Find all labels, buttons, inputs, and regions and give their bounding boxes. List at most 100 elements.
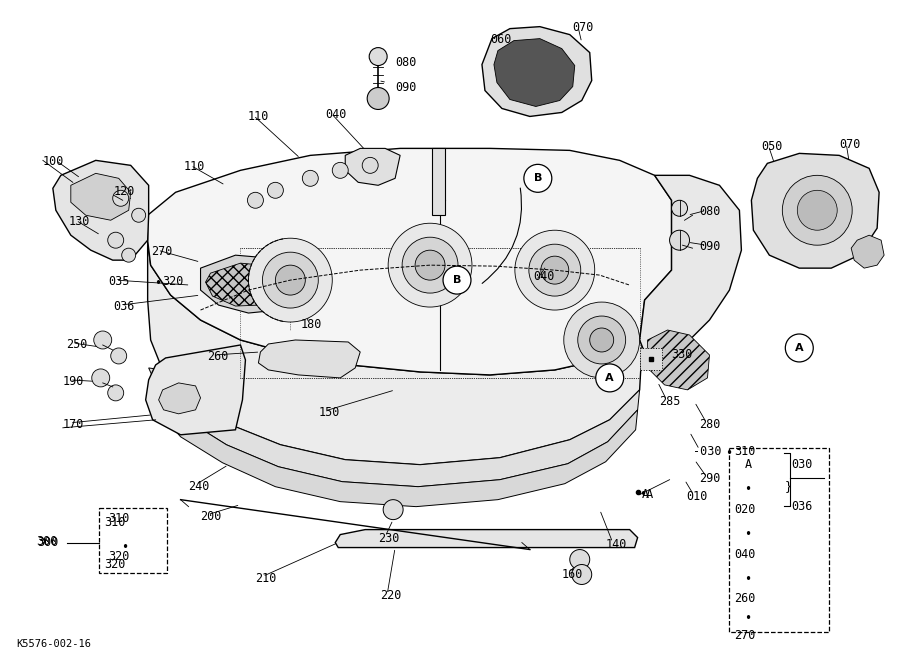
Circle shape xyxy=(110,348,127,364)
Text: 050: 050 xyxy=(761,140,783,153)
Text: 190: 190 xyxy=(62,375,85,388)
Text: 300: 300 xyxy=(36,534,57,548)
Bar xyxy=(241,248,640,378)
Text: •: • xyxy=(744,572,752,586)
Circle shape xyxy=(121,248,136,262)
Circle shape xyxy=(131,208,145,222)
Text: 320: 320 xyxy=(104,558,125,570)
Polygon shape xyxy=(346,148,400,185)
Circle shape xyxy=(563,302,640,378)
Polygon shape xyxy=(206,263,278,306)
Text: 080: 080 xyxy=(699,205,720,218)
Text: A: A xyxy=(744,458,752,471)
Text: 160: 160 xyxy=(562,568,584,580)
Circle shape xyxy=(572,564,592,584)
Text: 110: 110 xyxy=(184,160,205,173)
Circle shape xyxy=(108,232,124,248)
Bar xyxy=(98,508,166,572)
Circle shape xyxy=(333,162,348,178)
Text: 040: 040 xyxy=(325,109,346,121)
Text: •: • xyxy=(744,483,752,496)
Circle shape xyxy=(368,87,389,109)
Text: 070: 070 xyxy=(839,139,860,151)
Circle shape xyxy=(798,190,837,230)
Text: 180: 180 xyxy=(301,318,322,331)
Polygon shape xyxy=(145,345,245,435)
Text: A: A xyxy=(795,343,803,353)
Text: 036: 036 xyxy=(791,500,812,513)
Polygon shape xyxy=(148,148,672,375)
Text: 200: 200 xyxy=(200,510,221,523)
Text: }: } xyxy=(784,480,791,493)
Polygon shape xyxy=(648,330,709,390)
Text: 030: 030 xyxy=(791,458,812,471)
Text: 270: 270 xyxy=(734,630,755,642)
Text: •: • xyxy=(725,447,732,460)
Text: 230: 230 xyxy=(379,532,400,544)
Circle shape xyxy=(540,256,569,284)
Circle shape xyxy=(570,550,590,570)
Circle shape xyxy=(415,250,445,280)
Text: 120: 120 xyxy=(114,185,135,198)
Polygon shape xyxy=(149,368,640,487)
Text: 220: 220 xyxy=(380,590,402,602)
Circle shape xyxy=(94,331,112,349)
Circle shape xyxy=(515,230,595,310)
Text: •: • xyxy=(120,540,128,554)
Text: 300: 300 xyxy=(37,536,58,548)
Text: 060: 060 xyxy=(490,33,511,45)
Circle shape xyxy=(590,328,614,352)
Circle shape xyxy=(672,200,687,216)
Text: 040: 040 xyxy=(533,270,554,283)
Text: 250: 250 xyxy=(66,338,87,351)
Polygon shape xyxy=(335,530,638,548)
Circle shape xyxy=(108,385,124,401)
Text: B: B xyxy=(534,173,542,183)
Text: K5576-002-16: K5576-002-16 xyxy=(16,640,91,650)
Text: 260: 260 xyxy=(734,592,755,606)
Text: •: • xyxy=(153,277,161,290)
Text: 285: 285 xyxy=(660,395,681,408)
Text: •: • xyxy=(744,612,752,626)
Bar xyxy=(730,448,829,632)
Text: 260: 260 xyxy=(208,350,229,363)
Text: 320: 320 xyxy=(163,275,184,288)
Circle shape xyxy=(362,157,379,173)
Text: 320: 320 xyxy=(108,550,129,562)
Text: 290: 290 xyxy=(699,472,720,485)
Text: 035: 035 xyxy=(108,275,130,288)
FancyArrowPatch shape xyxy=(482,188,522,283)
Circle shape xyxy=(92,369,109,387)
Circle shape xyxy=(782,175,852,245)
Polygon shape xyxy=(851,235,884,268)
Text: 020: 020 xyxy=(734,503,755,516)
Text: 036: 036 xyxy=(114,300,135,313)
Text: 280: 280 xyxy=(699,418,720,431)
Text: 130: 130 xyxy=(69,215,90,228)
Circle shape xyxy=(383,500,403,520)
Polygon shape xyxy=(53,160,149,260)
Polygon shape xyxy=(482,27,592,117)
Text: 110: 110 xyxy=(247,111,269,123)
Circle shape xyxy=(302,170,318,186)
Bar xyxy=(640,348,662,370)
Polygon shape xyxy=(432,148,445,215)
Text: 100: 100 xyxy=(43,155,64,168)
Circle shape xyxy=(248,238,333,322)
Text: 040: 040 xyxy=(734,548,755,560)
Circle shape xyxy=(528,244,581,296)
Polygon shape xyxy=(752,153,879,268)
Text: 170: 170 xyxy=(62,418,85,431)
Circle shape xyxy=(267,182,283,198)
Circle shape xyxy=(276,265,305,295)
Circle shape xyxy=(578,316,626,364)
Circle shape xyxy=(403,237,458,293)
Text: 010: 010 xyxy=(686,490,708,503)
Polygon shape xyxy=(258,340,360,378)
Text: A: A xyxy=(606,373,614,383)
Circle shape xyxy=(443,266,471,294)
Text: 070: 070 xyxy=(572,21,593,33)
Text: 090: 090 xyxy=(395,81,416,93)
Text: 330: 330 xyxy=(672,348,693,361)
Circle shape xyxy=(247,192,264,208)
